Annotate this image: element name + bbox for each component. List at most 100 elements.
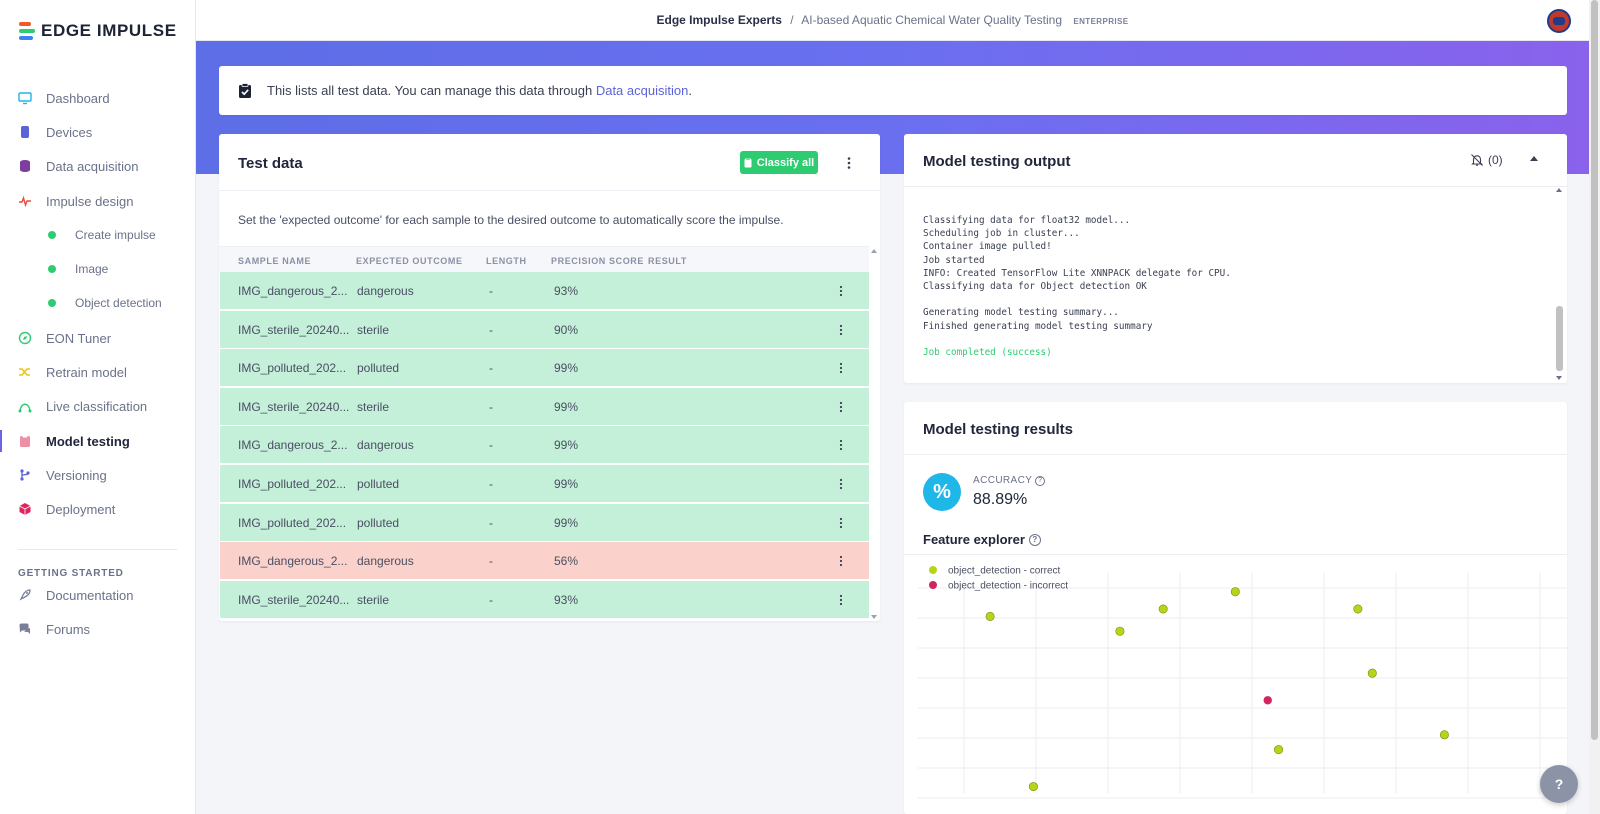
sidebar-item-forums[interactable]: Forums [0,614,195,644]
scatter-point-correct[interactable] [1158,604,1168,614]
table-row[interactable]: IMG_dangerous_2... dangerous - 56% [220,542,869,581]
precision-score-cell: 56% [554,554,579,569]
table-row[interactable]: IMG_sterile_20240... sterile - 93% [220,580,869,619]
edge-impulse-logo[interactable]: EDGE IMPULSE [19,21,177,41]
sidebar-item-impulse-design[interactable]: Impulse design [0,186,195,216]
page-scroll-thumb[interactable] [1591,0,1598,740]
logo-text: EDGE IMPULSE [41,21,177,40]
scroll-thumb[interactable] [1556,306,1563,371]
breadcrumb-org[interactable]: Edge Impulse Experts [656,13,782,27]
info-message: This lists all test data. You can manage… [267,83,596,98]
info-suffix: . [688,83,692,98]
more-options-icon[interactable] [844,156,854,170]
expected-outcome-cell: polluted [357,477,400,491]
sample-name-cell: IMG_sterile_20240... [238,322,350,337]
classify-all-button[interactable]: Classify all [740,151,818,174]
log-line: Generating model testing summary... [923,307,1119,319]
scatter-point-correct[interactable] [1028,782,1038,792]
column-sample-name[interactable]: SAMPLE NAME [238,256,312,266]
scatter-point-correct[interactable] [1115,626,1125,636]
scatter-point-correct[interactable] [1367,668,1377,678]
legend-label[interactable]: object_detection - correct [948,566,1061,577]
sample-name-cell: IMG_polluted_202... [238,515,347,530]
row-options-icon[interactable] [837,555,845,567]
accuracy-label-text: ACCURACY [973,475,1033,486]
scatter-point-correct[interactable] [985,611,995,621]
scatter-point-correct[interactable] [1230,587,1240,597]
card-divider [904,454,1567,455]
sidebar-icon-wrap [18,159,32,173]
accuracy-percent-icon: % [923,473,961,511]
sidebar-item-live-classification[interactable]: Live classification [0,391,195,421]
table-row[interactable]: IMG_sterile_20240... sterile - 99% [220,387,869,426]
sidebar-item-versioning[interactable]: Versioning [0,460,195,490]
sidebar-item-eon-tuner[interactable]: EON Tuner [0,323,195,353]
model-testing-results-card: Model testing results % ACCURACY? 88.89%… [904,402,1567,814]
breadcrumb-project[interactable]: AI-based Aquatic Chemical Water Quality … [801,13,1063,27]
column-expected-outcome[interactable]: EXPECTED OUTCOME [356,256,463,266]
output-scrollbar[interactable] [1554,188,1564,380]
model-testing-output-card: Model testing output (0) Classifying dat… [904,134,1567,383]
row-options-icon[interactable] [837,324,845,336]
row-options-icon[interactable] [837,478,845,490]
table-scrollbar[interactable] [869,246,880,621]
clipboard-icon [744,157,752,167]
scroll-down-arrow-icon[interactable] [871,615,877,619]
sidebar-item-devices[interactable]: Devices [0,117,195,147]
scroll-down-arrow-icon[interactable] [1556,376,1562,380]
sidebar-icon-wrap [18,588,32,602]
test-data-title: Test data [238,155,303,172]
scroll-up-arrow-icon[interactable] [871,249,877,253]
data-acquisition-link[interactable]: Data acquisition [595,83,689,98]
sidebar-item-model-testing[interactable]: Model testing [0,426,195,456]
sidebar-item-documentation[interactable]: Documentation [0,580,195,610]
scroll-up-arrow-icon[interactable] [1556,188,1562,192]
card-divider [904,554,1567,555]
sidebar-item-object-detection[interactable]: Object detection [0,288,195,318]
sidebar-icon-wrap [18,622,32,636]
column-precision-score[interactable]: PRECISION SCORE [551,256,645,266]
sidebar-item-deployment[interactable]: Deployment [0,494,195,524]
sidebar-item-dashboard[interactable]: Dashboard [0,83,195,113]
user-avatar[interactable] [1547,9,1571,33]
sidebar-item-label: Data acquisition [46,158,139,174]
log-line: Finished generating model testing summar… [923,320,1153,332]
notifications-toggle[interactable]: (0) [1470,153,1503,167]
sidebar-item-data-acquisition[interactable]: Data acquisition [0,151,195,181]
legend-label[interactable]: object_detection - incorrect [948,581,1068,592]
scatter-point-correct[interactable] [1439,730,1449,740]
expected-outcome-cell: dangerous [357,284,414,298]
status-dot-icon [48,299,56,307]
sidebar-item-image[interactable]: Image [0,254,195,284]
expected-outcome-cell: polluted [357,361,400,376]
help-button[interactable]: ? [1540,765,1578,803]
log-line: Scheduling job in cluster... [923,228,1080,240]
row-options-icon[interactable] [837,362,845,374]
help-icon[interactable]: ? [1028,533,1041,546]
row-options-icon[interactable] [837,401,845,413]
scatter-point-incorrect[interactable] [1263,696,1272,705]
table-row[interactable]: IMG_polluted_202... polluted - 99% [220,465,869,503]
precision-score-cell: 93% [554,592,579,607]
table-row[interactable]: IMG_polluted_202... polluted - 99% [220,349,869,388]
column-result[interactable]: RESULT [648,256,687,266]
feature-explorer-chart[interactable]: object_detection - correct object_detecti… [918,562,1567,814]
results-title: Model testing results [923,421,1074,438]
sidebar-item-create-impulse[interactable]: Create impulse [0,220,195,250]
table-row[interactable]: IMG_dangerous_2... dangerous - 99% [220,426,869,465]
breadcrumb: Edge Impulse Experts / AI-based Aquatic … [196,13,1589,27]
table-row[interactable]: IMG_dangerous_2... dangerous - 93% [220,272,869,310]
row-options-icon[interactable] [837,517,845,529]
table-row[interactable]: IMG_sterile_20240... sterile - 90% [220,310,869,349]
page-scrollbar[interactable] [1589,0,1600,814]
collapse-chevron-icon[interactable] [1530,156,1538,161]
row-options-icon[interactable] [837,594,845,606]
sidebar-item-retrain-model[interactable]: Retrain model [0,357,195,387]
row-options-icon[interactable] [837,285,845,297]
scatter-point-correct[interactable] [1353,604,1363,614]
table-row[interactable]: IMG_polluted_202... polluted - 99% [220,503,869,542]
row-options-icon[interactable] [837,439,845,451]
column-length[interactable]: LENGTH [486,256,527,266]
help-icon[interactable]: ? [1035,475,1046,486]
scatter-point-correct[interactable] [1274,745,1284,755]
